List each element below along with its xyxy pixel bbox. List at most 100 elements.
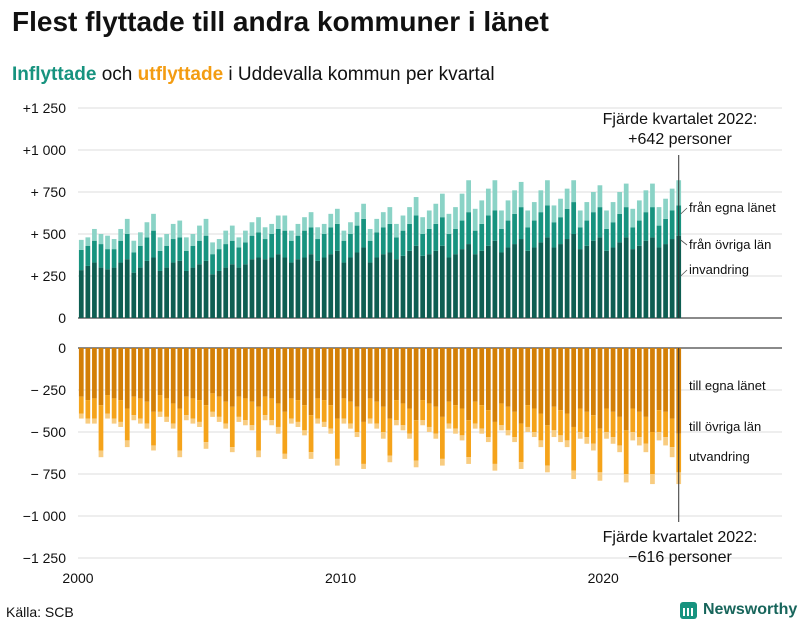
bar-in-egna xyxy=(151,257,156,318)
bar-out-egna xyxy=(420,348,426,401)
bar-out-egna xyxy=(663,348,668,412)
bar-out-ovriga xyxy=(426,403,432,427)
bar-out-ovriga xyxy=(577,408,583,432)
bar-in-ovriga xyxy=(387,223,393,253)
bar-out-ovriga xyxy=(334,418,340,459)
bar-in-invandring xyxy=(249,222,255,236)
bar-out-ovriga xyxy=(315,398,320,419)
bar-in-egna xyxy=(354,252,360,318)
bar-in-egna xyxy=(420,255,426,318)
bar-in-invandring xyxy=(420,217,426,234)
bar-in-ovriga xyxy=(591,212,596,241)
bar-out-utvandring xyxy=(190,418,196,424)
bar-in-invandring xyxy=(105,235,110,250)
bar-out-ovriga xyxy=(321,400,327,422)
bar-out-egna xyxy=(610,348,616,412)
bar-in-invandring xyxy=(591,192,596,213)
bar-out-egna xyxy=(453,348,458,406)
bar-out-ovriga xyxy=(374,401,380,424)
bar-in-ovriga xyxy=(597,207,603,238)
bar-out-egna xyxy=(124,348,130,409)
bar-in-egna xyxy=(341,262,347,318)
bar-in-egna xyxy=(571,234,577,318)
bar-in-egna xyxy=(426,254,432,318)
bar-in-ovriga xyxy=(584,220,590,246)
bar-out-utvandring xyxy=(334,458,340,466)
bar-in-ovriga xyxy=(656,225,662,248)
bar-in-ovriga xyxy=(105,249,110,270)
bar-in-ovriga xyxy=(348,234,353,258)
bar-in-invandring xyxy=(151,213,156,231)
bar-out-ovriga xyxy=(446,401,452,424)
bar-in-invandring xyxy=(295,223,301,236)
bar-in-ovriga xyxy=(623,207,629,238)
bar-in-ovriga xyxy=(604,228,609,251)
bar-in-ovriga xyxy=(229,240,235,265)
bar-in-invandring xyxy=(453,207,458,229)
bar-out-ovriga xyxy=(105,395,110,414)
bar-out-utvandring xyxy=(446,423,452,429)
bar-out-utvandring xyxy=(466,457,471,464)
bar-out-ovriga xyxy=(630,408,636,432)
bar-in-egna xyxy=(630,249,636,318)
bar-in-ovriga xyxy=(256,232,261,258)
bar-out-utvandring xyxy=(170,423,176,429)
bar-in-egna xyxy=(197,264,202,318)
bar-in-invandring xyxy=(197,225,202,241)
bar-in-ovriga xyxy=(453,228,458,255)
bar-in-invandring xyxy=(302,217,307,231)
bar-in-egna xyxy=(315,260,320,318)
chart-subtitle: Inflyttade och utflyttade i Uddevalla ko… xyxy=(12,64,495,86)
bar-out-ovriga xyxy=(643,416,649,444)
bar-out-ovriga xyxy=(223,401,229,424)
bar-out-egna xyxy=(669,348,675,419)
bar-out-egna xyxy=(85,348,91,401)
bar-out-egna xyxy=(197,348,202,401)
bar-out-utvandring xyxy=(610,437,616,444)
bar-out-egna xyxy=(289,348,294,399)
bar-out-egna xyxy=(656,348,662,411)
bar-out-ovriga xyxy=(584,411,590,438)
bar-in-egna xyxy=(190,267,196,318)
bar-in-invandring xyxy=(479,200,485,224)
y-tick-label: 0 xyxy=(58,340,66,356)
bar-in-egna xyxy=(295,259,301,318)
bar-in-invandring xyxy=(328,213,334,228)
bar-out-utvandring xyxy=(269,420,275,426)
bar-in-invandring xyxy=(545,180,550,206)
bar-out-egna xyxy=(551,348,557,407)
bar-in-invandring xyxy=(223,230,229,245)
bar-in-invandring xyxy=(407,207,412,224)
bar-in-invandring xyxy=(177,220,183,238)
y-tick-label: −1 250 xyxy=(23,550,66,566)
bar-in-invandring xyxy=(512,190,517,214)
bar-in-invandring xyxy=(459,193,465,221)
bar-out-utvandring xyxy=(223,423,229,429)
bar-out-utvandring xyxy=(341,418,347,424)
series-label-in: invandring xyxy=(689,262,749,277)
bar-out-utvandring xyxy=(308,452,314,459)
bar-out-egna xyxy=(492,348,498,422)
bar-out-ovriga xyxy=(131,396,137,416)
bar-out-egna xyxy=(348,348,353,402)
bar-out-ovriga xyxy=(617,416,622,446)
bar-out-ovriga xyxy=(295,400,301,422)
bar-in-ovriga xyxy=(124,234,130,260)
bar-in-egna xyxy=(157,270,163,318)
bar-in-ovriga xyxy=(177,237,183,261)
bar-in-invandring xyxy=(604,210,609,229)
bar-in-ovriga xyxy=(505,220,511,248)
bar-out-egna xyxy=(604,348,609,409)
bar-out-utvandring xyxy=(584,437,590,444)
bar-in-invandring xyxy=(229,225,235,241)
bar-in-egna xyxy=(334,250,340,318)
bar-in-invandring xyxy=(597,185,603,208)
bar-out-ovriga xyxy=(341,398,347,419)
bar-out-ovriga xyxy=(650,432,655,474)
bar-in-invandring xyxy=(394,223,399,238)
bar-in-egna xyxy=(328,254,334,318)
bar-in-ovriga xyxy=(275,228,281,255)
bar-in-invandring xyxy=(164,234,169,246)
bar-in-invandring xyxy=(571,180,577,203)
